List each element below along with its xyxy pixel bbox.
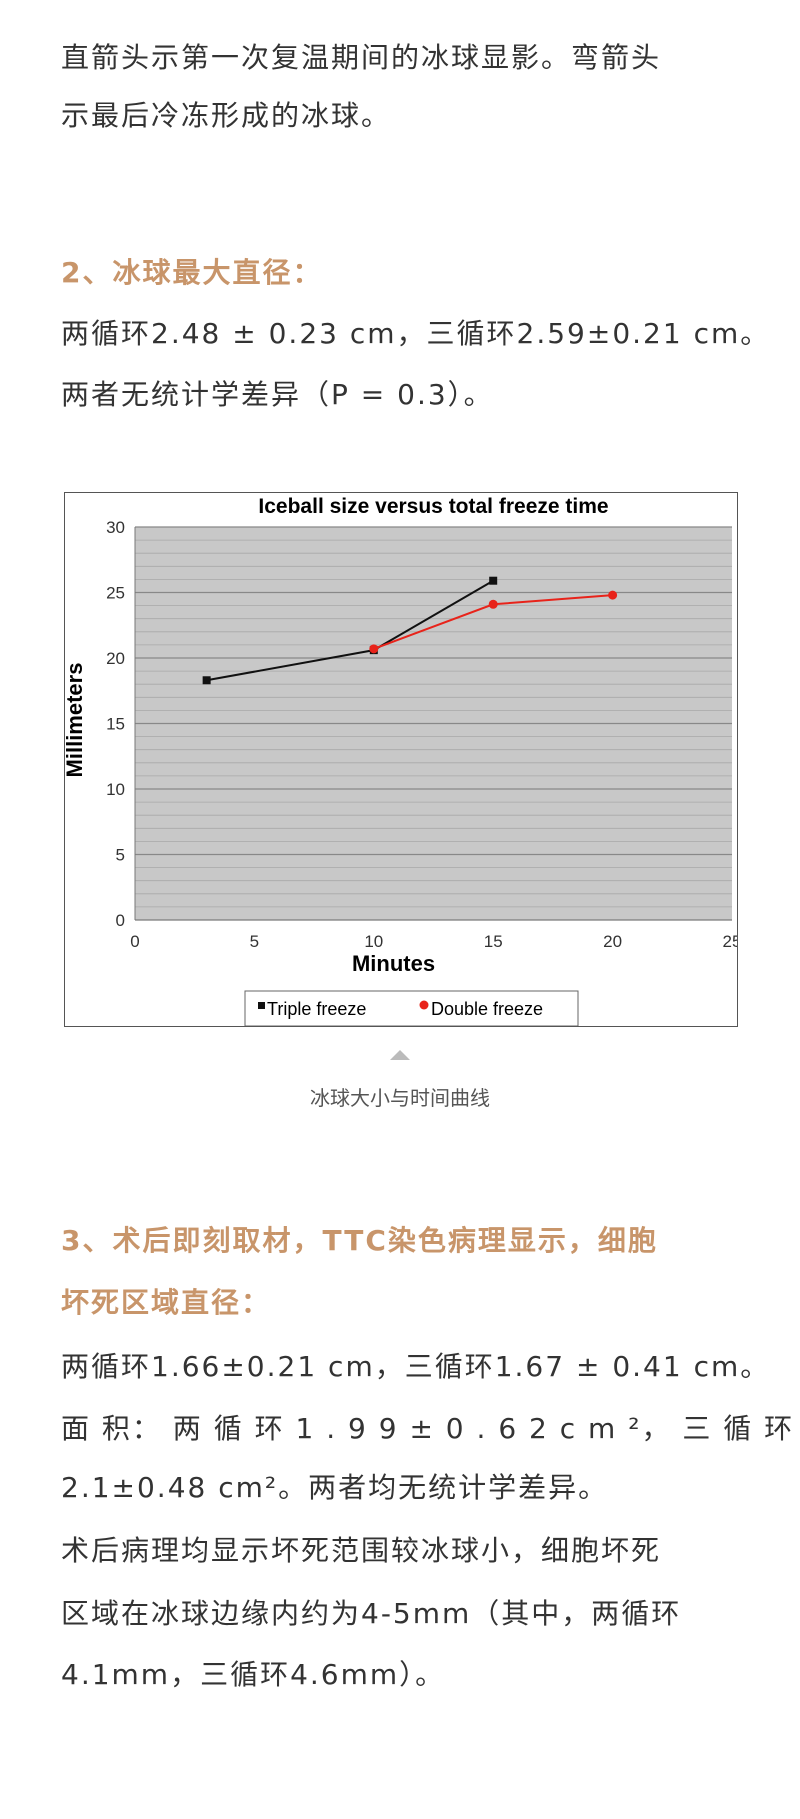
x-tick-label: 0 bbox=[130, 932, 139, 951]
legend-marker-double bbox=[419, 1000, 429, 1010]
y-tick-label: 20 bbox=[106, 649, 125, 668]
data-point bbox=[369, 644, 379, 654]
section-heading-3: 3、术后即刻取材，TTC染色病理显示，细胞 bbox=[61, 1224, 658, 1257]
y-tick-label: 5 bbox=[116, 846, 125, 865]
chart-figure: 0 5 10 15 20 25 30 0 5 10 15 20 25 Iceball size versu… bbox=[62, 492, 741, 1027]
x-tick-label: 15 bbox=[484, 932, 503, 951]
y-tick-label: 10 bbox=[106, 780, 125, 799]
line-chart: 0 5 10 15 20 25 30 0 5 10 15 20 25 Iceball size versu… bbox=[62, 495, 741, 1027]
y-tick-label: 0 bbox=[116, 911, 125, 930]
data-point bbox=[489, 576, 498, 585]
y-tick-label: 30 bbox=[106, 518, 125, 537]
paragraph-line: 2.1±0.48 cm²。两者均无统计学差异。 bbox=[61, 1471, 609, 1504]
x-tick-label: 10 bbox=[364, 932, 383, 951]
x-tick-label: 20 bbox=[603, 932, 622, 951]
paragraph-line: 面 积： 两 循 环 1 . 9 9 ± 0 . 6 2 c m ²， 三 循 … bbox=[61, 1412, 795, 1445]
paragraph-line: 两者无统计学差异（P = 0.3）。 bbox=[61, 378, 494, 411]
paragraph-line: 区域在冰球边缘内约为4-5mm（其中，两循环 bbox=[61, 1597, 682, 1630]
legend-box bbox=[244, 990, 579, 1027]
figure-caption: 冰球大小与时间曲线 bbox=[310, 1086, 490, 1110]
section-heading-3-cont: 坏死区域直径： bbox=[61, 1286, 272, 1319]
paragraph-line: 两循环1.66±0.21 cm，三循环1.67 ± 0.41 cm。 bbox=[61, 1350, 771, 1383]
caret-up-icon bbox=[390, 1050, 410, 1060]
y-tick-label: 15 bbox=[106, 715, 125, 734]
chart-title: Iceball size versus total freeze time bbox=[258, 495, 608, 518]
paragraph-line: 两循环2.48 ± 0.23 cm，三循环2.59±0.21 cm。 bbox=[61, 317, 771, 350]
paragraph-line: 直箭头示第一次复温期间的冰球显影。弯箭头 bbox=[61, 41, 662, 74]
data-point bbox=[202, 676, 211, 685]
legend-label: Triple freeze bbox=[267, 999, 366, 1019]
y-axis-title: Millimeters bbox=[65, 663, 87, 778]
x-axis-title: Minutes bbox=[352, 951, 435, 976]
x-tick-label: 25 bbox=[723, 932, 737, 951]
paragraph-line: 术后病理均显示坏死范围较冰球小，细胞坏死 bbox=[61, 1534, 662, 1567]
data-point bbox=[608, 590, 618, 600]
y-tick-label: 25 bbox=[106, 584, 125, 603]
paragraph-line: 4.1mm，三循环4.6mm）。 bbox=[61, 1658, 446, 1691]
data-point bbox=[488, 599, 498, 609]
legend-marker-triple bbox=[258, 1002, 265, 1009]
x-tick-label: 5 bbox=[250, 932, 259, 951]
legend-label: Double freeze bbox=[431, 999, 543, 1019]
paragraph-line: 示最后冷冻形成的冰球。 bbox=[61, 99, 392, 132]
section-heading-2: 2、冰球最大直径： bbox=[61, 256, 323, 289]
